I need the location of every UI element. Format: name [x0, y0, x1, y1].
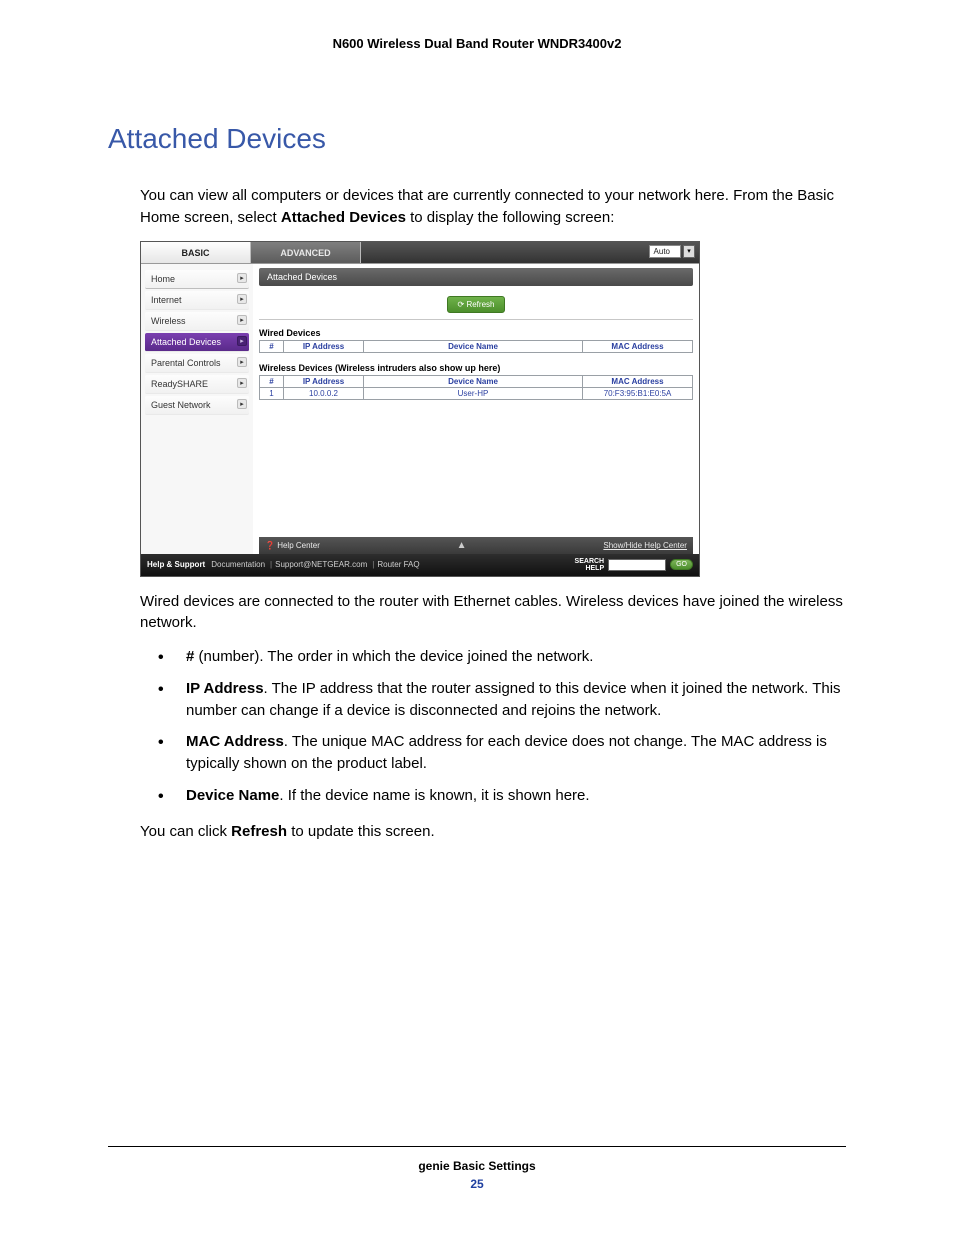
go-button[interactable]: GO	[670, 559, 693, 570]
wired-table: # IP Address Device Name MAC Address	[259, 340, 693, 353]
support-link-email[interactable]: Support@NETGEAR.com	[275, 560, 367, 569]
cell-name: User-HP	[364, 387, 583, 399]
intro-post: to display the following screen:	[406, 209, 614, 226]
show-hide-help-link[interactable]: Show/Hide Help Center	[603, 541, 687, 550]
col-name: Device Name	[364, 340, 583, 352]
search-label: SEARCHHELP	[575, 558, 605, 572]
chevron-right-icon: ▸	[237, 336, 247, 346]
cell-ip: 10.0.0.2	[284, 387, 364, 399]
help-center-label[interactable]: Help Center	[265, 541, 320, 550]
bullet-rest: (number). The order in which the device …	[194, 648, 593, 665]
table-row: 110.0.0.2User-HP70:F3:95:B1:E0:5A	[260, 387, 693, 399]
content-title: Attached Devices	[259, 268, 693, 286]
support-label: Help & Support	[147, 560, 205, 569]
closing-bold: Refresh	[231, 823, 287, 840]
sidebar-item-wireless[interactable]: Wireless▸	[145, 312, 249, 331]
post-screenshot-para: Wired devices are connected to the route…	[140, 591, 846, 635]
sidebar-item-internet[interactable]: Internet▸	[145, 291, 249, 310]
sidebar-item-readyshare[interactable]: ReadySHARE▸	[145, 375, 249, 394]
sidebar-item-guest-network[interactable]: Guest Network▸	[145, 396, 249, 415]
help-center-bar: Help Center ▲ Show/Hide Help Center	[259, 537, 693, 554]
search-input[interactable]	[608, 559, 666, 571]
support-link-faq[interactable]: Router FAQ	[377, 560, 419, 569]
chevron-right-icon: ▸	[237, 273, 247, 283]
auto-select-value: Auto	[649, 245, 681, 258]
section-title: Attached Devices	[108, 123, 846, 155]
chevron-right-icon: ▸	[237, 294, 247, 304]
separator: |	[372, 560, 374, 569]
chevron-right-icon: ▸	[237, 378, 247, 388]
list-item: IP Address. The IP address that the rout…	[158, 678, 846, 722]
refresh-button[interactable]: Refresh	[447, 296, 506, 313]
tab-advanced[interactable]: ADVANCED	[251, 242, 361, 263]
closing-pre: You can click	[140, 823, 231, 840]
col-name: Device Name	[364, 375, 583, 387]
bullet-rest: . If the device name is known, it is sho…	[279, 787, 589, 804]
closing-para: You can click Refresh to update this scr…	[140, 821, 846, 843]
col-ip: IP Address	[284, 375, 364, 387]
list-item: # (number). The order in which the devic…	[158, 646, 846, 668]
wireless-table: # IP Address Device Name MAC Address 110…	[259, 375, 693, 400]
ui-sidebar: Home▸ Internet▸ Wireless▸ Attached Devices▸…	[141, 264, 253, 554]
intro-bold: Attached Devices	[281, 209, 406, 226]
col-num: #	[260, 340, 284, 352]
auto-select[interactable]: Auto ▾	[649, 245, 695, 258]
list-item: MAC Address. The unique MAC address for …	[158, 731, 846, 775]
ui-content: Attached Devices Refresh Wired Devices #…	[253, 264, 699, 554]
ui-tab-bar: BASIC ADVANCED Auto ▾	[141, 242, 699, 264]
chevron-down-icon[interactable]: ▾	[683, 245, 695, 258]
cell-num: 1	[260, 387, 284, 399]
wired-title: Wired Devices	[259, 328, 693, 338]
chevron-right-icon: ▸	[237, 399, 247, 409]
doc-header: N600 Wireless Dual Band Router WNDR3400v…	[108, 36, 846, 51]
support-link-doc[interactable]: Documentation	[211, 560, 265, 569]
tab-basic[interactable]: BASIC	[141, 242, 251, 263]
chevron-right-icon: ▸	[237, 357, 247, 367]
sidebar-item-home[interactable]: Home▸	[145, 270, 249, 289]
bullet-list: # (number). The order in which the devic…	[158, 646, 846, 807]
sidebar-item-parental-controls[interactable]: Parental Controls▸	[145, 354, 249, 373]
bullet-term: IP Address	[186, 680, 264, 697]
collapse-arrow-icon[interactable]: ▲	[457, 540, 467, 551]
router-ui-screenshot: BASIC ADVANCED Auto ▾ Home▸ Internet▸ Wire…	[140, 241, 700, 577]
footer-chapter: genie Basic Settings	[108, 1159, 846, 1173]
sidebar-item-attached-devices[interactable]: Attached Devices▸	[145, 333, 249, 352]
separator: |	[270, 560, 272, 569]
bullet-term: Device Name	[186, 787, 279, 804]
bullet-rest: . The IP address that the router assigne…	[186, 680, 841, 719]
list-item: Device Name. If the device name is known…	[158, 785, 846, 807]
col-ip: IP Address	[284, 340, 364, 352]
bullet-term: MAC Address	[186, 733, 284, 750]
closing-post: to update this screen.	[287, 823, 435, 840]
footer-page-number: 25	[108, 1177, 846, 1191]
intro-paragraph: You can view all computers or devices th…	[140, 185, 846, 229]
col-mac: MAC Address	[583, 375, 693, 387]
col-num: #	[260, 375, 284, 387]
wireless-title: Wireless Devices (Wireless intruders als…	[259, 363, 693, 373]
cell-mac: 70:F3:95:B1:E0:5A	[583, 387, 693, 399]
col-mac: MAC Address	[583, 340, 693, 352]
page-footer: genie Basic Settings 25	[108, 1146, 846, 1191]
refresh-row: Refresh	[259, 296, 693, 320]
support-bar: Help & Support Documentation | Support@N…	[141, 554, 699, 576]
chevron-right-icon: ▸	[237, 315, 247, 325]
